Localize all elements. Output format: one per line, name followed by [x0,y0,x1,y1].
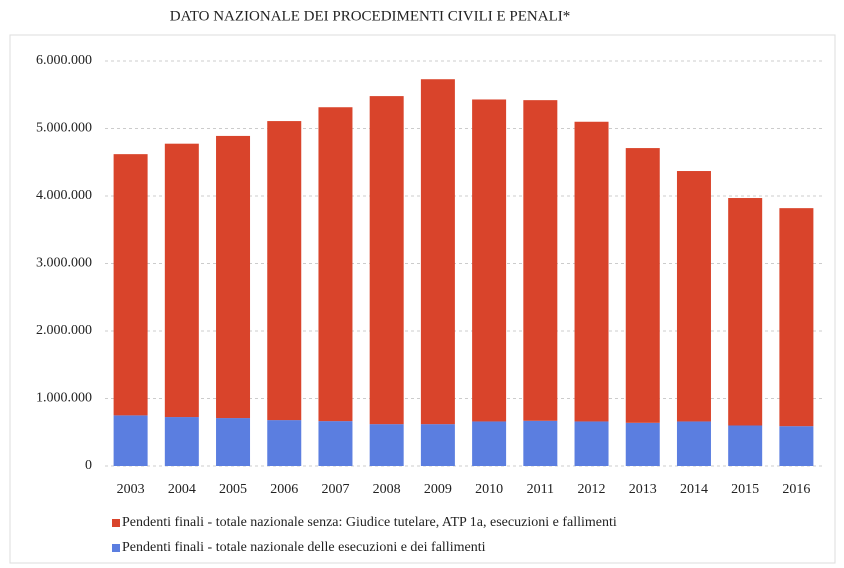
bar-segment [267,121,302,421]
bar-segment [779,208,814,427]
x-tick-label: 2013 [629,482,657,497]
bar-segment [676,171,711,422]
bar-segment [472,99,507,422]
x-tick-label: 2015 [731,482,759,497]
x-tick-label: 2009 [424,482,452,497]
bar-segment [164,417,199,466]
bar-segment [318,421,353,466]
bar-segment [318,107,353,422]
x-tick-label: 2003 [117,482,145,497]
y-tick-label: 0 [85,458,92,473]
bar-segment [113,154,148,416]
y-tick-label: 2.000.000 [36,323,92,338]
x-tick-label: 2004 [168,482,196,497]
x-tick-label: 2014 [680,482,708,497]
bar-segment [369,424,404,466]
x-tick-label: 2010 [475,482,503,497]
bar-segment [164,143,199,418]
y-tick-label: 5.000.000 [36,121,92,136]
bar-segment [625,422,660,466]
x-tick-label: 2006 [270,482,298,497]
x-tick-label: 2011 [527,482,554,497]
bar-segment [728,425,763,466]
x-tick-label: 2005 [219,482,247,497]
bar-segment [574,121,609,422]
chart-frame [9,34,836,564]
legend-label: Pendenti finali - totale nazionale delle… [122,540,486,555]
y-tick-label: 4.000.000 [36,188,92,203]
x-tick-label: 2016 [782,482,810,497]
legend-label: Pendenti finali - totale nazionale senza… [122,515,617,530]
bar-segment [523,420,558,466]
bar-segment [472,421,507,466]
bar-segment [216,135,251,419]
bar-segment [113,415,148,466]
chart-title: DATO NAZIONALE DEI PROCEDIMENTI CIVILI E… [170,8,571,24]
bar-segment [728,198,763,426]
bar-segment [216,418,251,466]
bar-segment [625,148,660,423]
x-tick-label: 2007 [321,482,349,497]
legend-swatch [112,544,120,552]
bar-segment [267,420,302,466]
bar-segment [420,79,455,425]
y-tick-label: 1.000.000 [36,391,92,406]
x-tick-label: 2012 [578,482,606,497]
bar-segment [523,100,558,421]
bar-segment [574,421,609,466]
legend-swatch [112,519,120,527]
bar-segment [676,421,711,466]
y-tick-label: 3.000.000 [36,256,92,271]
x-tick-label: 2008 [373,482,401,497]
bar-segment [420,424,455,466]
bar-segment [369,96,404,425]
y-tick-label: 6.000.000 [36,53,92,68]
bar-segment [779,426,814,466]
